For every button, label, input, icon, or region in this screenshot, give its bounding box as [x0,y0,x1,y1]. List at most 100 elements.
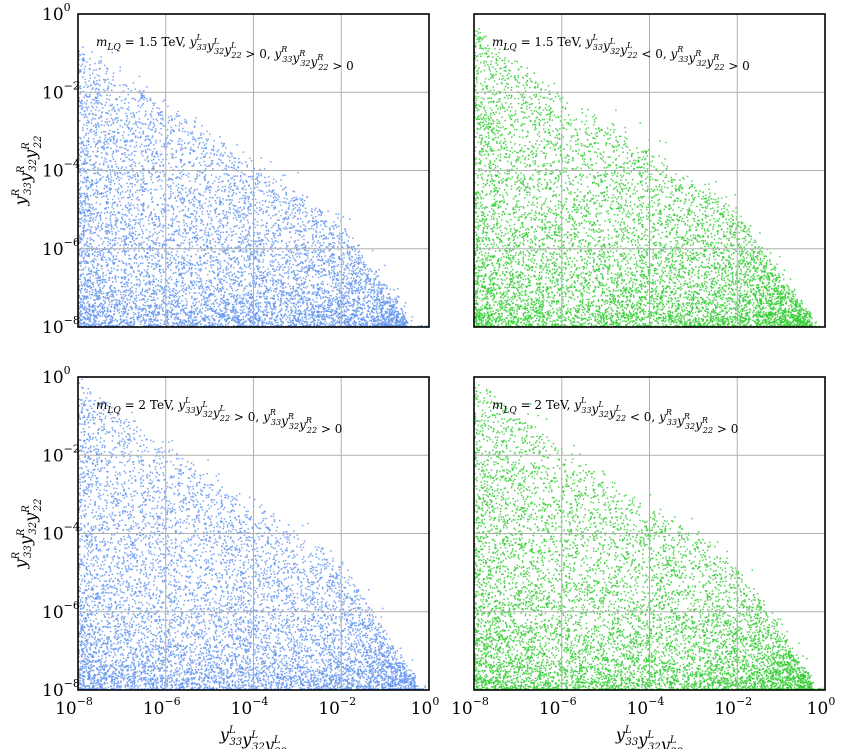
scatter-point [297,277,300,280]
scatter-point [236,175,238,177]
scatter-point [138,306,141,308]
scatter-point [329,304,331,307]
scatter-point [168,311,171,313]
scatter-point [321,302,324,305]
scatter-point [80,260,82,263]
scatter-point [249,157,251,159]
scatter-point [279,204,282,206]
scatter-point [305,254,308,257]
scatter-point [338,234,340,237]
scatter-point [295,277,298,280]
scatter-point [99,174,101,176]
scatter-point [315,273,317,276]
scatter-point [320,213,323,215]
scatter-point [358,284,361,286]
scatter-point [296,283,298,285]
scatter-point [100,124,103,126]
scatter-point [197,321,199,324]
scatter-point [118,289,120,291]
scatter-point [85,132,88,135]
scatter-point [161,246,164,248]
scatter-point [287,316,289,319]
scatter-point [78,203,80,205]
scatter-point [84,289,86,291]
scatter-point [327,260,330,263]
scatter-point [98,263,100,266]
scatter-point [142,209,144,211]
scatter-point [170,205,173,208]
scatter-point [268,302,271,305]
scatter-point [254,315,257,318]
scatter-point [249,245,251,247]
scatter-point [87,316,89,319]
scatter-point [282,322,284,324]
scatter-point [248,310,250,313]
scatter-point [393,307,395,309]
scatter-point [94,231,97,234]
scatter-point [102,162,105,165]
scatter-point [386,285,388,287]
scatter-point [111,270,113,272]
scatter-point [333,261,335,263]
scatter-point [91,51,93,53]
scatter-point [162,125,164,127]
scatter-point [225,305,227,307]
scatter-point [269,190,271,193]
scatter-point [338,241,340,243]
scatter-point [127,294,130,297]
scatter-point [97,122,99,124]
scatter-point [181,305,184,307]
scatter-point [113,242,116,245]
scatter-point [260,274,263,276]
scatter-point [205,297,207,299]
scatter-point [130,295,133,297]
scatter-point [83,244,86,247]
scatter-point [209,293,211,295]
scatter-point [245,216,247,218]
scatter-point [274,301,276,303]
scatter-point [162,208,165,210]
scatter-point [261,311,264,313]
scatter-point [249,253,252,256]
scatter-point [388,317,390,319]
scatter-point [233,315,236,317]
scatter-point [133,314,135,316]
scatter-point [256,173,258,175]
scatter-point [106,186,108,189]
scatter-point [395,296,398,299]
scatter-point [266,206,268,208]
scatter-point [108,299,110,302]
scatter-point [175,271,177,274]
scatter-point [295,323,298,326]
scatter-point [118,302,120,305]
scatter-point [219,154,222,157]
scatter-point [318,255,321,258]
scatter-point [103,195,105,197]
scatter-point [335,307,338,310]
scatter-point [163,198,166,200]
scatter-point [331,317,333,319]
scatter-point [202,133,205,135]
scatter-point [378,283,380,285]
scatter-point [108,304,110,306]
scatter-point [259,244,262,246]
scatter-point [126,284,128,286]
scatter-point [361,273,363,276]
scatter-point [188,226,191,229]
scatter-point [89,181,91,183]
scatter-point [348,257,350,259]
scatter-point [151,154,153,157]
scatter-point [140,150,143,153]
scatter-point [112,208,115,210]
scatter-point [189,320,191,322]
scatter-point [332,320,334,322]
scatter-point [141,165,144,167]
scatter-point [316,222,318,224]
scatter-point [143,98,145,101]
scatter-point [389,311,391,314]
scatter-point [97,173,100,175]
scatter-point [88,305,90,308]
scatter-point [147,252,149,255]
scatter-point [81,238,83,241]
scatter-point [263,313,265,315]
